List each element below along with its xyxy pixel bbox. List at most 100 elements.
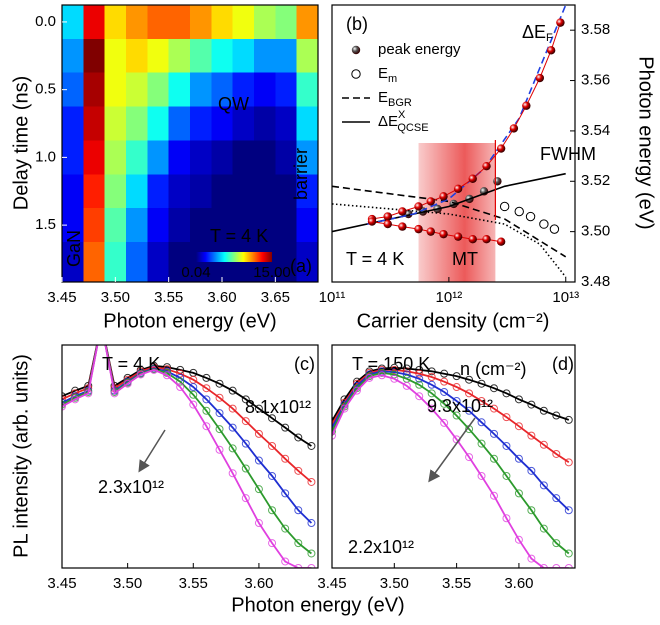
- y-axis-label: Delay time (ns): [10, 76, 32, 210]
- data-point: [426, 197, 435, 206]
- heatmap-cell: [147, 174, 170, 209]
- data-point: [496, 237, 506, 246]
- data-point: [189, 390, 198, 399]
- heatmap-cell: [275, 140, 298, 175]
- y-tick-label: 3.48: [581, 273, 610, 290]
- x-tick-label: 3.50: [101, 289, 130, 306]
- panel-label: (c): [294, 354, 315, 374]
- heatmap-cell: [83, 106, 106, 141]
- data-point: [440, 387, 449, 396]
- heatmap-cell: [62, 140, 84, 175]
- heatmap-cell: [190, 5, 212, 40]
- legend-marker: [351, 45, 361, 55]
- heatmap-cell: [168, 5, 191, 40]
- x-tick-label: 10¹³: [552, 289, 579, 306]
- data-point: [468, 174, 477, 183]
- data-point: [527, 431, 536, 440]
- data-point: [367, 217, 377, 226]
- heatmap-cell: [126, 174, 148, 209]
- data-point: [281, 489, 290, 498]
- data-point: [307, 549, 316, 558]
- data-point: [549, 224, 560, 234]
- annotation: FWHM: [540, 144, 596, 164]
- panel: 3.45 3.50 3.55 3.60 Photon energy (eV) PL int…: [10, 344, 405, 616]
- data-point: [202, 373, 211, 382]
- data-point: [281, 524, 290, 533]
- heatmap-cell: [275, 72, 298, 108]
- data-point: [465, 406, 474, 415]
- data-point: [527, 466, 536, 475]
- heatmap-cell: [83, 242, 106, 282]
- data-point: [62, 392, 66, 401]
- heatmap-cell: [147, 5, 170, 40]
- heatmap-cell: [275, 106, 298, 141]
- x-tick-label: 3.45: [47, 575, 76, 592]
- data-point: [514, 454, 523, 463]
- heatmap-cell: [211, 38, 234, 74]
- data-point: [539, 406, 548, 415]
- y-axis-label: PL intensity (arb. units): [10, 354, 32, 558]
- data-point: [439, 192, 448, 201]
- heatmap-cell: [232, 38, 255, 74]
- y-tick-label: 3.52: [581, 172, 610, 189]
- heatmap-cell: [83, 5, 106, 40]
- x-tick-label: 3.60: [244, 575, 273, 592]
- data-point: [241, 439, 250, 448]
- heatmap-cell: [168, 242, 191, 282]
- heatmap-cell: [83, 174, 106, 209]
- data-point: [564, 549, 573, 558]
- heatmap-cell: [275, 242, 298, 282]
- data-point: [552, 564, 561, 568]
- data-point: [539, 481, 548, 490]
- data-point: [414, 202, 423, 211]
- data-point: [440, 418, 449, 427]
- data-point: [502, 389, 511, 398]
- data-point: [228, 444, 237, 453]
- data-line: [332, 203, 567, 278]
- data-point: [527, 506, 536, 515]
- data-point: [307, 441, 316, 450]
- heatmap-cell: [296, 72, 318, 108]
- y-axis-label: Photon energy (eV): [635, 56, 657, 229]
- data-point: [439, 229, 448, 239]
- heatmap-cell: [147, 106, 170, 141]
- data-point: [163, 371, 172, 380]
- y-tick-label: 1.0: [35, 148, 56, 165]
- heatmap-cell: [211, 208, 234, 243]
- heatmap-cell: [126, 242, 148, 282]
- data-point: [514, 535, 523, 544]
- data-point: [241, 395, 250, 404]
- plot-frame: [331, 4, 576, 283]
- data-line: [62, 345, 312, 447]
- data-point: [176, 383, 185, 392]
- heatmap-cell: [232, 208, 255, 243]
- annotation: 2.2x10¹²: [348, 537, 414, 557]
- data-point: [202, 395, 211, 404]
- data-point: [268, 471, 277, 480]
- x-tick-label: 3.55: [179, 575, 208, 592]
- data-point: [62, 395, 66, 404]
- y-tick-label: 3.58: [581, 21, 610, 38]
- data-point: [281, 423, 290, 432]
- data-point: [564, 415, 573, 424]
- heatmap-cell: [104, 174, 127, 209]
- heatmap-cell: [232, 5, 255, 40]
- legend-label-sub: BGR: [388, 97, 412, 109]
- heatmap-cell: [190, 208, 212, 243]
- heatmap-cell: [190, 106, 212, 141]
- heatmap-cell: [147, 38, 170, 74]
- data-point: [514, 206, 524, 217]
- data-point: [268, 441, 277, 450]
- annotation-arrow: [428, 417, 476, 483]
- plot-frame: [331, 344, 576, 569]
- heatmap-cell: [211, 106, 234, 141]
- legend-label-main: ΔE: [378, 113, 398, 130]
- data-point: [215, 409, 224, 418]
- data-point: [502, 441, 511, 450]
- data-point: [482, 234, 491, 244]
- data-point: [490, 384, 498, 393]
- data-point: [202, 384, 211, 393]
- x-tick-label: 3.55: [442, 575, 471, 592]
- data-line: [332, 374, 569, 568]
- data-point: [426, 227, 435, 236]
